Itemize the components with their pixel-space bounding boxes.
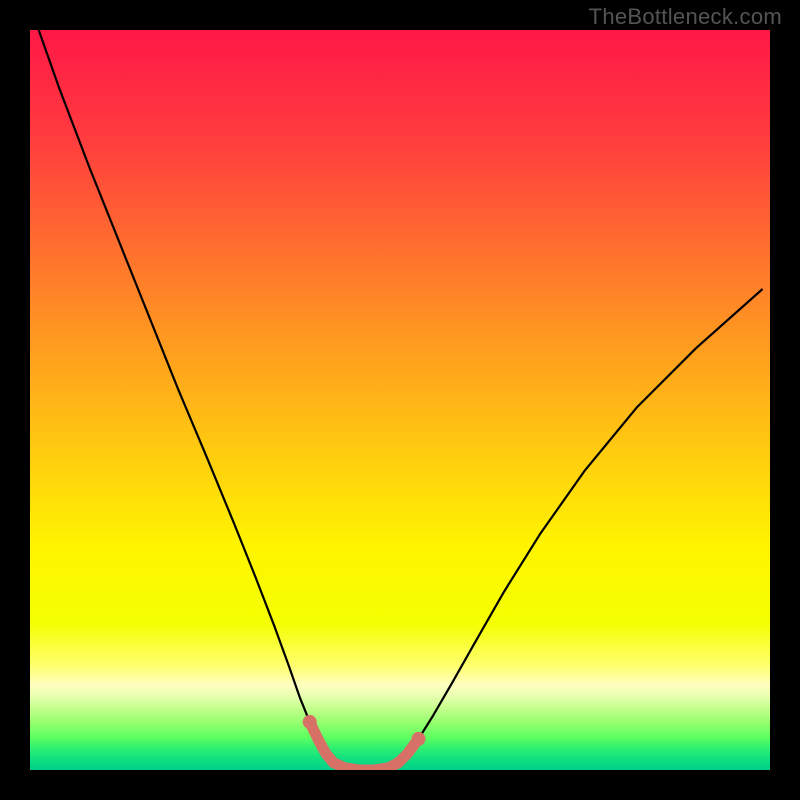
chart-background (30, 30, 770, 770)
curve-highlight-end-icon (303, 715, 317, 729)
chart-plot-area (30, 30, 770, 770)
chart-frame: TheBottleneck.com (0, 0, 800, 800)
watermark-text: TheBottleneck.com (589, 4, 782, 30)
curve-highlight-end-icon (412, 732, 426, 746)
chart-svg (30, 30, 770, 770)
